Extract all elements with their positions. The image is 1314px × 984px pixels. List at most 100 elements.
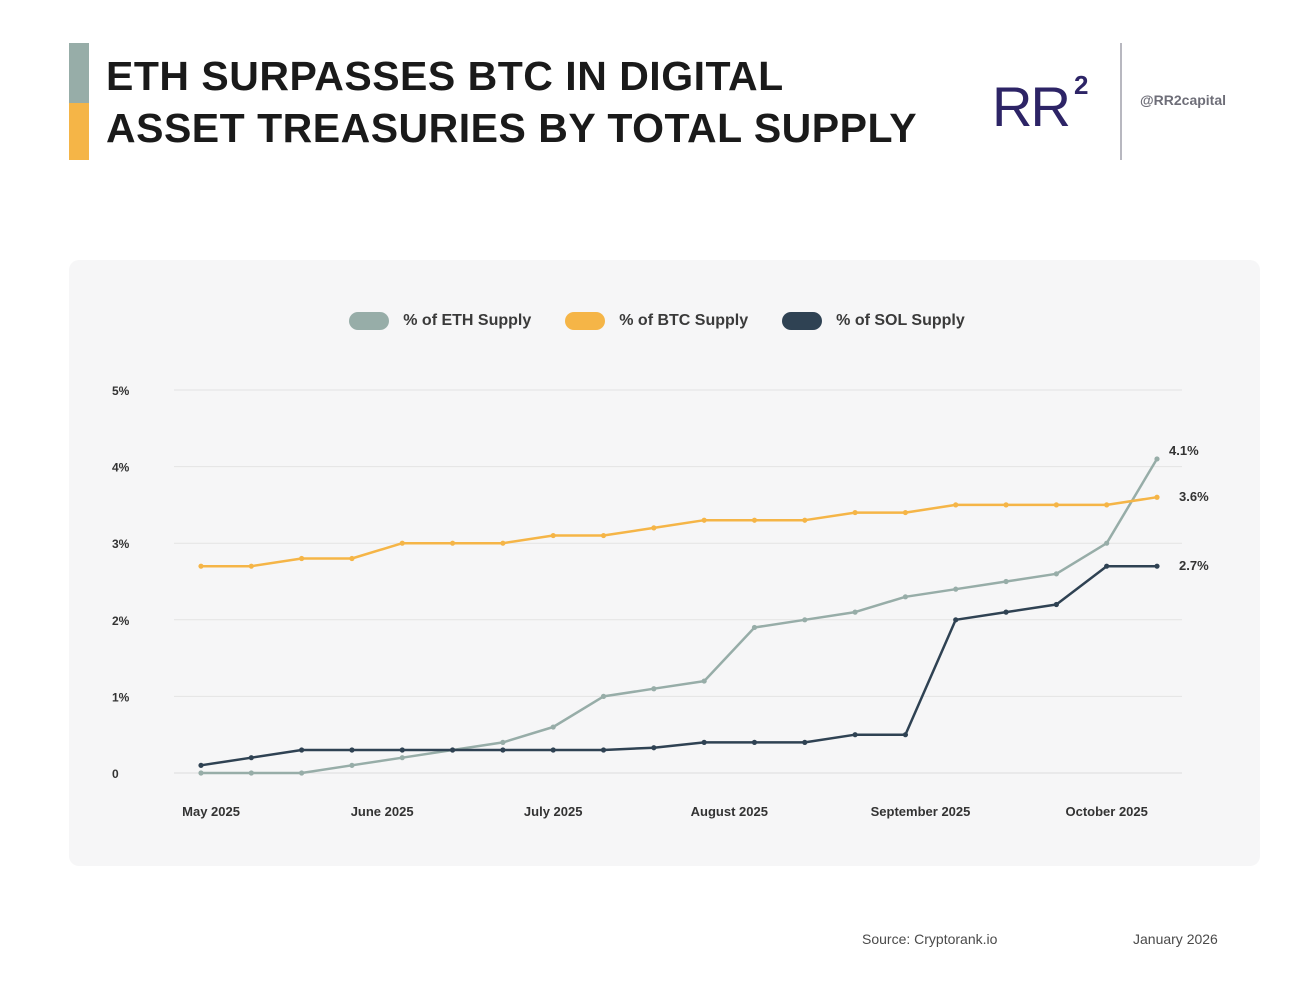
- publish-date: January 2026: [1133, 931, 1218, 947]
- data-point-sol-4: [399, 747, 405, 753]
- data-point-btc-5: [449, 540, 456, 546]
- data-point-sol-19: [1154, 563, 1160, 569]
- title-accent-top: [69, 43, 89, 103]
- end-label-btc: 3.6%: [1179, 489, 1209, 504]
- data-point-btc-12: [802, 517, 808, 523]
- legend-label-btc: % of BTC Supply: [619, 312, 749, 329]
- data-point-btc-13: [852, 509, 858, 516]
- title-line-2: ASSET TREASURIES BY TOTAL SUPPLY: [106, 105, 918, 151]
- logo-superscript: 2: [1074, 70, 1088, 100]
- legend-swatch-sol: [782, 312, 823, 330]
- data-point-sol-2: [299, 747, 305, 753]
- data-point-sol-18: [1104, 563, 1110, 569]
- data-point-eth-7: [550, 724, 556, 730]
- title-line-1: ETH SURPASSES BTC IN DIGITAL: [106, 53, 784, 99]
- y-tick-label-5: 5%: [112, 384, 130, 398]
- y-tick-label-2: 2%: [112, 614, 130, 628]
- data-point-eth-11: [751, 624, 758, 631]
- legend-label-eth: % of ETH Supply: [403, 312, 532, 329]
- chart-legend: % of ETH Supply % of BTC Supply % of SOL…: [0, 308, 1314, 334]
- data-point-btc-3: [349, 555, 355, 562]
- data-point-eth-12: [802, 617, 808, 623]
- data-point-eth-0: [198, 770, 204, 776]
- header-divider: [1120, 43, 1122, 160]
- data-point-sol-16: [1003, 609, 1009, 615]
- series-line-eth: [199, 457, 1159, 775]
- data-point-btc-9: [651, 525, 657, 531]
- legend-item-eth: % of ETH Supply: [349, 312, 531, 330]
- y-tick-label-1: 1%: [112, 690, 130, 704]
- data-point-btc-15: [953, 502, 959, 508]
- y-tick-label-3: 3%: [112, 537, 130, 551]
- data-point-btc-10: [701, 517, 707, 523]
- x-tick-label-1: June 2025: [351, 804, 414, 819]
- series-line-sol: [199, 564, 1159, 767]
- data-point-eth-14: [902, 594, 909, 600]
- data-point-sol-3: [349, 747, 355, 753]
- data-point-eth-1: [248, 770, 254, 776]
- x-tick-label-5: October 2025: [1065, 804, 1147, 819]
- data-point-sol-12: [802, 739, 808, 745]
- data-point-btc-14: [902, 509, 909, 516]
- data-point-sol-14: [902, 732, 909, 738]
- x-tick-label-4: September 2025: [871, 804, 971, 819]
- social-handle: @RR2capital: [1140, 92, 1227, 108]
- data-point-btc-4: [399, 540, 405, 546]
- data-point-btc-16: [1003, 502, 1009, 508]
- brand-logo: RR 2: [992, 70, 1088, 132]
- x-tick-label-3: August 2025: [691, 804, 768, 819]
- data-point-eth-4: [399, 755, 405, 761]
- data-point-sol-15: [953, 617, 959, 623]
- data-point-sol-11: [751, 739, 758, 745]
- data-point-btc-8: [600, 532, 607, 539]
- data-point-eth-8: [600, 693, 607, 700]
- data-point-btc-6: [500, 540, 506, 546]
- title-accent-bottom: [69, 103, 89, 160]
- logo-text: RR: [992, 75, 1069, 132]
- data-point-btc-1: [248, 563, 254, 569]
- legend-item-btc: % of BTC Supply: [565, 312, 748, 330]
- data-point-sol-6: [500, 747, 506, 753]
- legend-item-sol: % of SOL Supply: [782, 312, 965, 330]
- data-point-btc-19: [1154, 494, 1160, 500]
- data-point-eth-19: [1154, 456, 1160, 462]
- end-label-sol: 2.7%: [1179, 558, 1209, 573]
- y-tick-label-4: 4%: [112, 461, 130, 475]
- data-point-eth-15: [953, 586, 959, 592]
- data-point-sol-1: [248, 755, 254, 761]
- data-point-eth-2: [299, 770, 305, 776]
- data-point-sol-9: [651, 745, 657, 751]
- legend-swatch-btc: [565, 312, 606, 330]
- data-point-sol-5: [449, 747, 456, 753]
- data-point-sol-8: [600, 747, 607, 753]
- data-point-btc-11: [751, 517, 758, 523]
- page-title: ETH SURPASSES BTC IN DIGITAL ASSET TREAS…: [106, 50, 986, 154]
- data-point-sol-7: [550, 747, 556, 753]
- source-note: Source: Cryptorank.io: [862, 931, 998, 947]
- data-point-btc-18: [1104, 502, 1110, 508]
- data-point-sol-10: [701, 739, 707, 745]
- data-point-btc-0: [198, 563, 204, 569]
- data-point-sol-13: [852, 732, 858, 738]
- data-point-btc-7: [550, 532, 556, 539]
- x-tick-label-2: July 2025: [524, 804, 583, 819]
- x-tick-label-0: May 2025: [182, 804, 240, 819]
- data-point-eth-17: [1053, 571, 1059, 577]
- data-point-eth-13: [852, 609, 858, 615]
- series-line-btc: [199, 495, 1159, 568]
- data-point-eth-6: [500, 739, 506, 745]
- y-tick-label-0: 0: [112, 767, 119, 781]
- data-point-btc-17: [1053, 502, 1059, 508]
- data-point-eth-9: [651, 686, 657, 692]
- data-point-sol-0: [198, 762, 204, 768]
- end-label-eth: 4.1%: [1169, 443, 1199, 458]
- data-point-eth-3: [349, 762, 355, 768]
- data-point-eth-18: [1104, 540, 1110, 546]
- legend-label-sol: % of SOL Supply: [836, 312, 965, 329]
- data-point-eth-16: [1003, 578, 1009, 585]
- legend-swatch-eth: [349, 312, 390, 330]
- data-point-sol-17: [1053, 601, 1059, 608]
- data-point-eth-10: [701, 678, 707, 684]
- data-point-btc-2: [299, 555, 305, 562]
